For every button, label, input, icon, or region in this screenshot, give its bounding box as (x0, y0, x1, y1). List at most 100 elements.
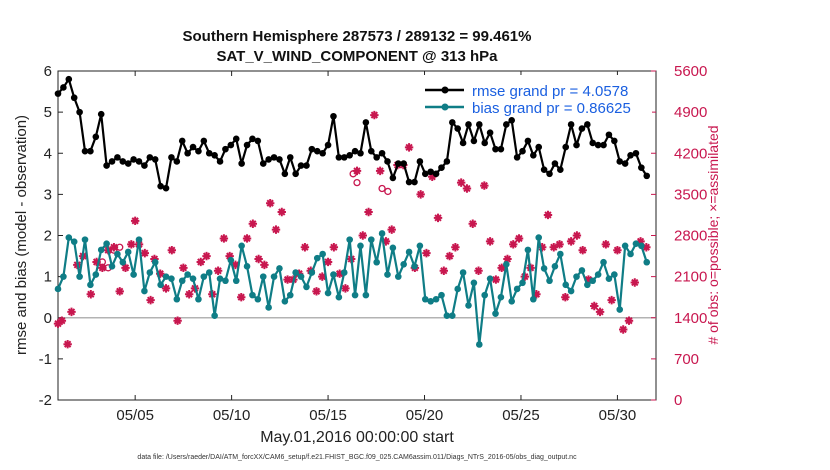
rmse-point (519, 147, 526, 155)
rmse-point (476, 121, 483, 128)
rmse-point (594, 141, 602, 149)
rmse-point (378, 149, 386, 157)
rmse-point (259, 160, 267, 167)
obs-assimilated-point (520, 272, 530, 281)
rmse-point (297, 162, 305, 169)
bias-point (286, 291, 294, 299)
obs-assimilated-point (335, 269, 344, 278)
bias-point (600, 258, 607, 266)
bias-point (535, 234, 543, 241)
y-axis-left-label: rmse and bias (model - observation) (13, 115, 30, 355)
bias-point (567, 287, 575, 295)
obs-assimilated-point (173, 316, 182, 325)
legend-bias-label: bias grand pr = 0.86625 (472, 100, 631, 117)
y-right-tick-label: 2100 (674, 269, 707, 286)
bias-point (108, 263, 116, 270)
bias-point (546, 277, 553, 285)
obs-assimilated-point (613, 245, 622, 255)
bias-point (189, 275, 197, 282)
y-left-tick-label: -1 (39, 351, 52, 368)
obs-assimilated-point (237, 292, 246, 302)
y-axis-right-label: # of obs: o=possible; ×=assimilated (705, 125, 721, 344)
obs-assimilated-point (225, 251, 234, 261)
obs-assimilated-point (265, 198, 275, 208)
obs-assimilated-point (115, 287, 124, 296)
rmse-point (108, 158, 116, 165)
bias-point (254, 295, 262, 303)
bias-point (540, 265, 548, 272)
rmse-point (416, 158, 424, 165)
bias-point (508, 298, 516, 305)
rmse-point (200, 137, 208, 145)
legend-rmse-label: rmse grand pr = 4.0578 (472, 83, 628, 100)
bias-point (195, 295, 202, 303)
bias-point (432, 295, 440, 303)
rmse-point (465, 121, 472, 128)
rmse-point (454, 125, 461, 132)
obs-assimilated-point (439, 266, 449, 275)
y-axis-right-ticks: 0 700 1400 2100 2800 3500 4200 4900 5600 (651, 63, 707, 409)
x-axis-ticks: 05/05 05/10 05/15 05/20 05/25 05/30 (116, 71, 636, 424)
bias-point (157, 281, 164, 289)
rmse-point (70, 94, 78, 102)
rmse-point (611, 137, 618, 145)
rmse-point (524, 137, 532, 145)
rmse-point (535, 143, 543, 151)
obs-assimilated-point (242, 234, 252, 243)
obs-assimilated-point (184, 290, 194, 299)
rmse-point (627, 152, 634, 159)
rmse-point (362, 119, 370, 126)
obs-assimilated-point (231, 260, 240, 270)
bias-point (200, 273, 208, 280)
bias-point (297, 273, 305, 280)
obs-assimilated-point (578, 245, 587, 255)
obs-assimilated-point (254, 254, 263, 264)
rmse-point (551, 160, 559, 167)
obs-assimilated-point (584, 275, 593, 284)
y-left-tick-label: 1 (44, 269, 52, 286)
rmse-point (459, 139, 467, 147)
bias-point (178, 277, 186, 285)
y-right-tick-label: 0 (674, 392, 682, 409)
bias-point (92, 271, 100, 278)
rmse-point (211, 152, 218, 159)
bias-point (227, 256, 235, 264)
rmse-point (448, 119, 456, 126)
rmse-point (540, 166, 548, 173)
obs-assimilated-point (428, 172, 437, 181)
obs-assimilated-point (318, 272, 327, 281)
bias-point (632, 240, 640, 248)
bias-point (173, 295, 181, 303)
rmse-point (486, 129, 494, 136)
obs-possible-point (384, 187, 392, 196)
obs-assimilated-point (167, 245, 177, 255)
rmse-point (195, 147, 202, 155)
rmse-point (303, 162, 310, 169)
bias-point (103, 240, 110, 248)
obs-assimilated-point (433, 213, 443, 223)
bias-point (448, 312, 456, 319)
bias-point (643, 258, 651, 266)
obs-assimilated-point (140, 248, 150, 258)
x-tick-label: 05/05 (116, 407, 154, 424)
obs-assimilated-point (358, 231, 367, 240)
bias-point (486, 275, 494, 282)
rmse-point (411, 178, 418, 186)
bias-point (319, 250, 326, 258)
bias-point (405, 248, 413, 256)
rmse-point (621, 160, 629, 167)
bias-point (638, 242, 645, 250)
y-left-tick-label: 2 (44, 228, 52, 245)
bias-point (411, 263, 418, 270)
bias-point (557, 250, 564, 258)
obs-assimilated-point (491, 275, 501, 284)
chart-title-line2: SAT_V_WIND_COMPONENT @ 313 hPa (216, 48, 498, 65)
rmse-point (216, 158, 224, 165)
rmse-point (373, 154, 380, 161)
legend-rmse-marker (441, 86, 449, 94)
bias-point (605, 275, 613, 282)
rmse-point (135, 158, 143, 165)
bias-point (357, 242, 364, 250)
bias-point (87, 281, 94, 289)
